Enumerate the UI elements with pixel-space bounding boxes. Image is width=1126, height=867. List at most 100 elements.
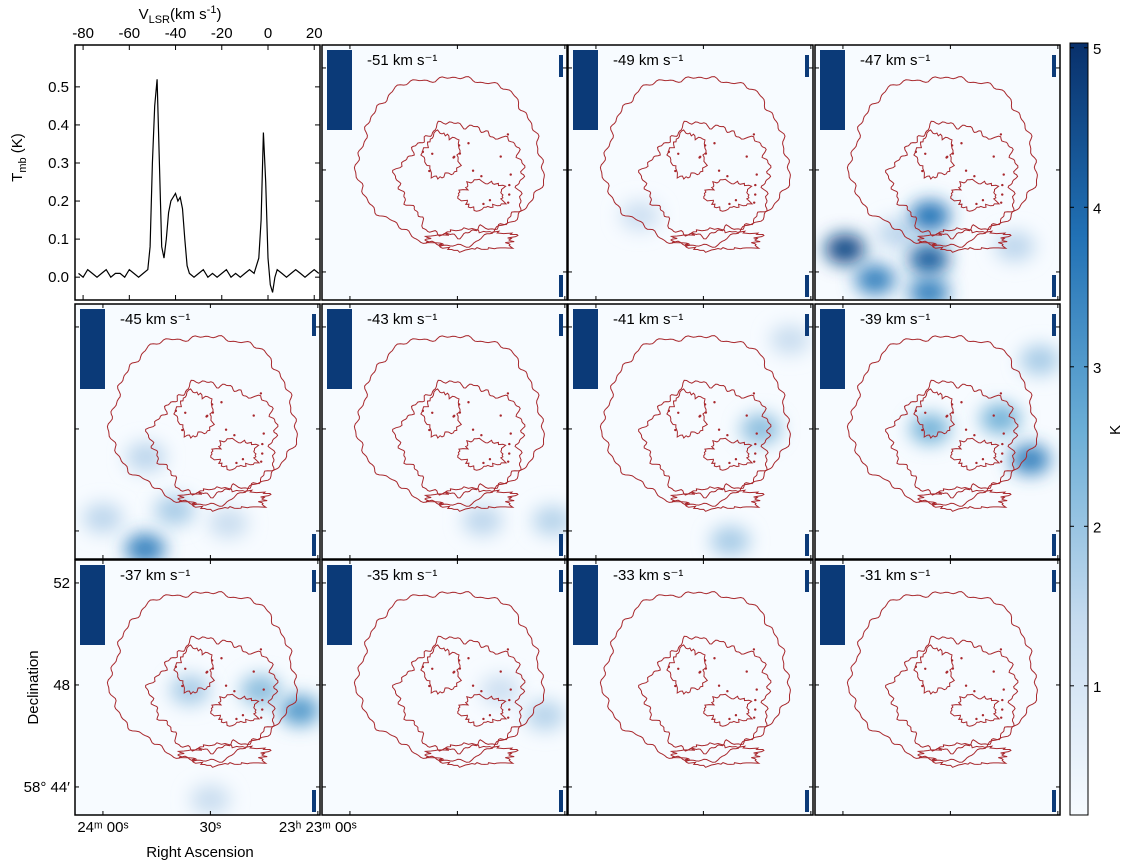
contour-line (846, 335, 1038, 507)
emission-blob (740, 413, 781, 444)
contour-dot (754, 708, 757, 711)
contour-dot (1001, 193, 1004, 196)
contour-dot (964, 684, 968, 687)
colorbar-tick-label: 1 (1093, 679, 1101, 696)
contour-dot (428, 169, 431, 173)
contour-dot (458, 411, 462, 414)
contour-dot (467, 401, 470, 404)
contour-dot (999, 460, 1003, 463)
contour-line (669, 486, 765, 512)
beam-box (80, 565, 105, 645)
contour-line (913, 644, 956, 695)
channel-panel: -43 km s⁻¹ (321, 303, 568, 560)
contour-dot (482, 202, 485, 206)
panel-frame (321, 303, 568, 560)
panel-frame (74, 303, 321, 560)
x-label-main: V (139, 6, 149, 23)
contour-dot (205, 415, 208, 418)
contour-line (423, 486, 519, 512)
edge-bar (805, 534, 809, 556)
emission-blob (876, 218, 917, 249)
contour (846, 335, 1038, 512)
y-tick-label: 0.0 (48, 269, 69, 286)
channel-title: -43 km s⁻¹ (367, 311, 437, 328)
contour-dot (703, 144, 707, 147)
contour-line (950, 693, 1001, 727)
contour-dot (973, 174, 976, 178)
contour-dot (1001, 708, 1004, 711)
contour-dot (508, 193, 511, 196)
contour-dot (262, 688, 265, 691)
contour-line (457, 178, 508, 212)
contour-dot (950, 659, 954, 662)
contour-dot (1001, 183, 1004, 187)
panel-frame (74, 559, 321, 816)
contour-line (173, 644, 216, 695)
contour (599, 335, 791, 512)
edge-bar (312, 790, 316, 812)
contour-line (176, 742, 272, 768)
channel-panel: -33 km s⁻¹ (567, 559, 814, 816)
contour-dot (508, 452, 511, 455)
contour-dot (488, 199, 492, 202)
contour-dot (755, 688, 758, 691)
contour-line (885, 120, 1019, 240)
emission-blob (980, 403, 1021, 434)
emission-layer (909, 345, 1060, 475)
contour-dot (488, 458, 492, 461)
emission-blob (908, 244, 949, 275)
map-background (322, 45, 567, 300)
contour-dot (704, 667, 708, 670)
plot-frame (74, 44, 321, 301)
contour-dot (945, 156, 948, 159)
contour-dot (973, 433, 976, 437)
contour-dot (754, 442, 757, 446)
contour-line (638, 379, 772, 499)
contour-dot (698, 671, 701, 674)
contour-dot (703, 659, 707, 662)
contour-dot (211, 411, 215, 414)
contour-dot (973, 689, 976, 693)
contour-line (846, 591, 1038, 763)
contour-dot (261, 452, 264, 455)
contour-dot (506, 648, 510, 651)
y-tick-label: 0.3 (48, 155, 69, 172)
contour-dot (914, 409, 918, 413)
contour-dot (233, 689, 236, 693)
contour-dot (921, 428, 924, 432)
contour-dot (428, 684, 431, 688)
beam-box (820, 565, 845, 645)
contour-dot (210, 659, 214, 662)
contour-dot (999, 201, 1003, 204)
contour-dot (752, 648, 756, 651)
x-axis-label: Right Ascension (146, 844, 254, 861)
contour-line (173, 388, 216, 439)
contour-line (885, 379, 1019, 499)
emission-blob (909, 200, 950, 231)
contour-dot (914, 665, 918, 669)
contour (599, 591, 791, 768)
edge-bar (1052, 570, 1056, 592)
contour-dot (467, 142, 470, 145)
beam-box (820, 309, 845, 389)
contour-dot (726, 174, 729, 178)
contour-line (599, 76, 791, 248)
ra-tick-label: 30ˢ (199, 819, 221, 836)
emission-layer (619, 200, 660, 231)
contour-dot (509, 432, 512, 435)
map-background (815, 560, 1060, 815)
contour-dot (728, 202, 731, 206)
contour-dot (754, 183, 757, 187)
contour-dot (506, 392, 510, 395)
contour-line (420, 129, 463, 180)
colorbar-tick-label: 5 (1093, 41, 1101, 58)
contour-line (353, 76, 545, 248)
edge-bar (1052, 314, 1056, 336)
contour-line (106, 591, 298, 763)
x-tick-label: 0 (264, 25, 272, 42)
contour-dot (921, 684, 924, 688)
contour-line (353, 335, 545, 507)
contour-dot (452, 156, 455, 159)
contour-dot (174, 665, 178, 669)
